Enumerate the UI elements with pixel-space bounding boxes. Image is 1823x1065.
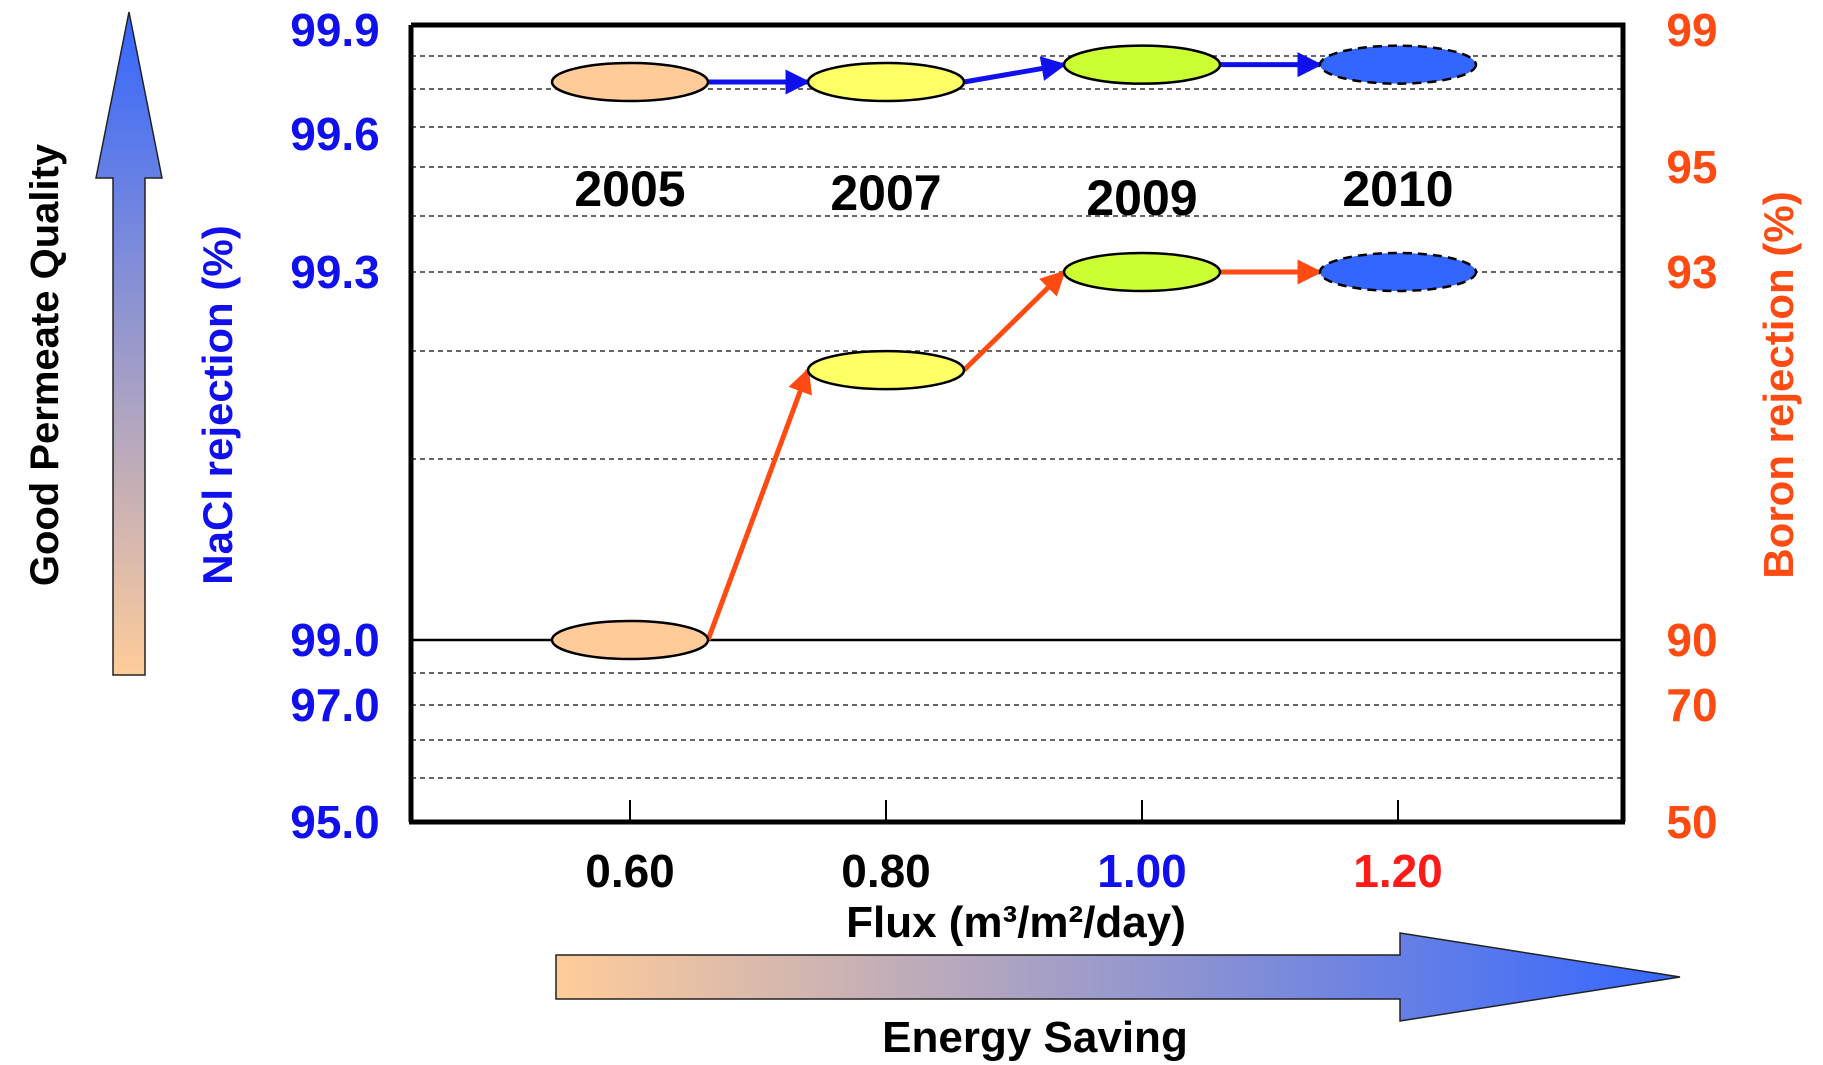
nacl-point-2009 bbox=[1062, 44, 1222, 85]
x-tick-marks bbox=[629, 800, 1399, 822]
left-axis-title: NaCl rejection (%) bbox=[194, 225, 241, 584]
boron-connector-arrow bbox=[705, 367, 812, 641]
right-axis-ticks: 99 95 93 90 70 50 bbox=[1666, 4, 1717, 848]
left-tick-label: 99.3 bbox=[290, 246, 380, 298]
x-tick-label: 1.00 bbox=[1097, 845, 1187, 897]
nacl-point-2007 bbox=[806, 61, 966, 103]
year-label: 2010 bbox=[1342, 161, 1453, 217]
boron-connector-arrow bbox=[962, 270, 1066, 372]
right-tick-label: 90 bbox=[1666, 614, 1717, 666]
x-axis-title: Flux (m³/m²/day) bbox=[846, 898, 1186, 947]
nacl-point-2005 bbox=[550, 61, 710, 103]
year-label: 2007 bbox=[830, 165, 941, 221]
nacl-point-2010 bbox=[1318, 44, 1478, 85]
energy-arrow-label: Energy Saving bbox=[882, 1013, 1188, 1062]
energy-arrow bbox=[555, 932, 1681, 1022]
right-tick-label: 50 bbox=[1666, 796, 1717, 848]
grid-lines bbox=[411, 55, 1623, 779]
x-axis-ticks: 0.60 0.80 1.00 1.20 bbox=[585, 845, 1443, 897]
left-tick-label: 97.0 bbox=[290, 679, 380, 731]
left-tick-label: 95.0 bbox=[290, 796, 380, 848]
x-tick-label: 1.20 bbox=[1353, 845, 1443, 897]
left-tick-label: 99.9 bbox=[290, 4, 380, 56]
series-markers bbox=[550, 44, 1478, 661]
x-tick-label: 0.80 bbox=[841, 845, 931, 897]
right-tick-label: 70 bbox=[1666, 679, 1717, 731]
right-tick-label: 99 bbox=[1666, 4, 1717, 56]
quality-arrow bbox=[95, 11, 163, 676]
year-labels: 2005 2007 2009 2010 bbox=[574, 161, 1453, 226]
left-axis-ticks: 99.9 99.6 99.3 99.0 97.0 95.0 bbox=[290, 4, 380, 848]
plot-frame bbox=[408, 22, 1626, 822]
boron-point-2007 bbox=[806, 349, 966, 391]
left-tick-label: 99.6 bbox=[290, 108, 380, 160]
boron-point-2005 bbox=[550, 619, 710, 661]
year-label: 2005 bbox=[574, 161, 685, 217]
left-tick-label: 99.0 bbox=[290, 614, 380, 666]
quality-arrow-label: Good Permeate Quality bbox=[23, 143, 67, 586]
right-axis-title: Boron rejection (%) bbox=[1755, 191, 1802, 578]
right-tick-label: 95 bbox=[1666, 141, 1717, 193]
nacl-connector-arrow bbox=[963, 56, 1067, 85]
boron-point-2010 bbox=[1318, 251, 1478, 293]
boron-point-2009 bbox=[1062, 251, 1222, 293]
x-tick-label: 0.60 bbox=[585, 845, 675, 897]
series-connectors bbox=[705, 52, 1323, 641]
year-label: 2009 bbox=[1086, 170, 1197, 226]
right-tick-label: 93 bbox=[1666, 246, 1717, 298]
